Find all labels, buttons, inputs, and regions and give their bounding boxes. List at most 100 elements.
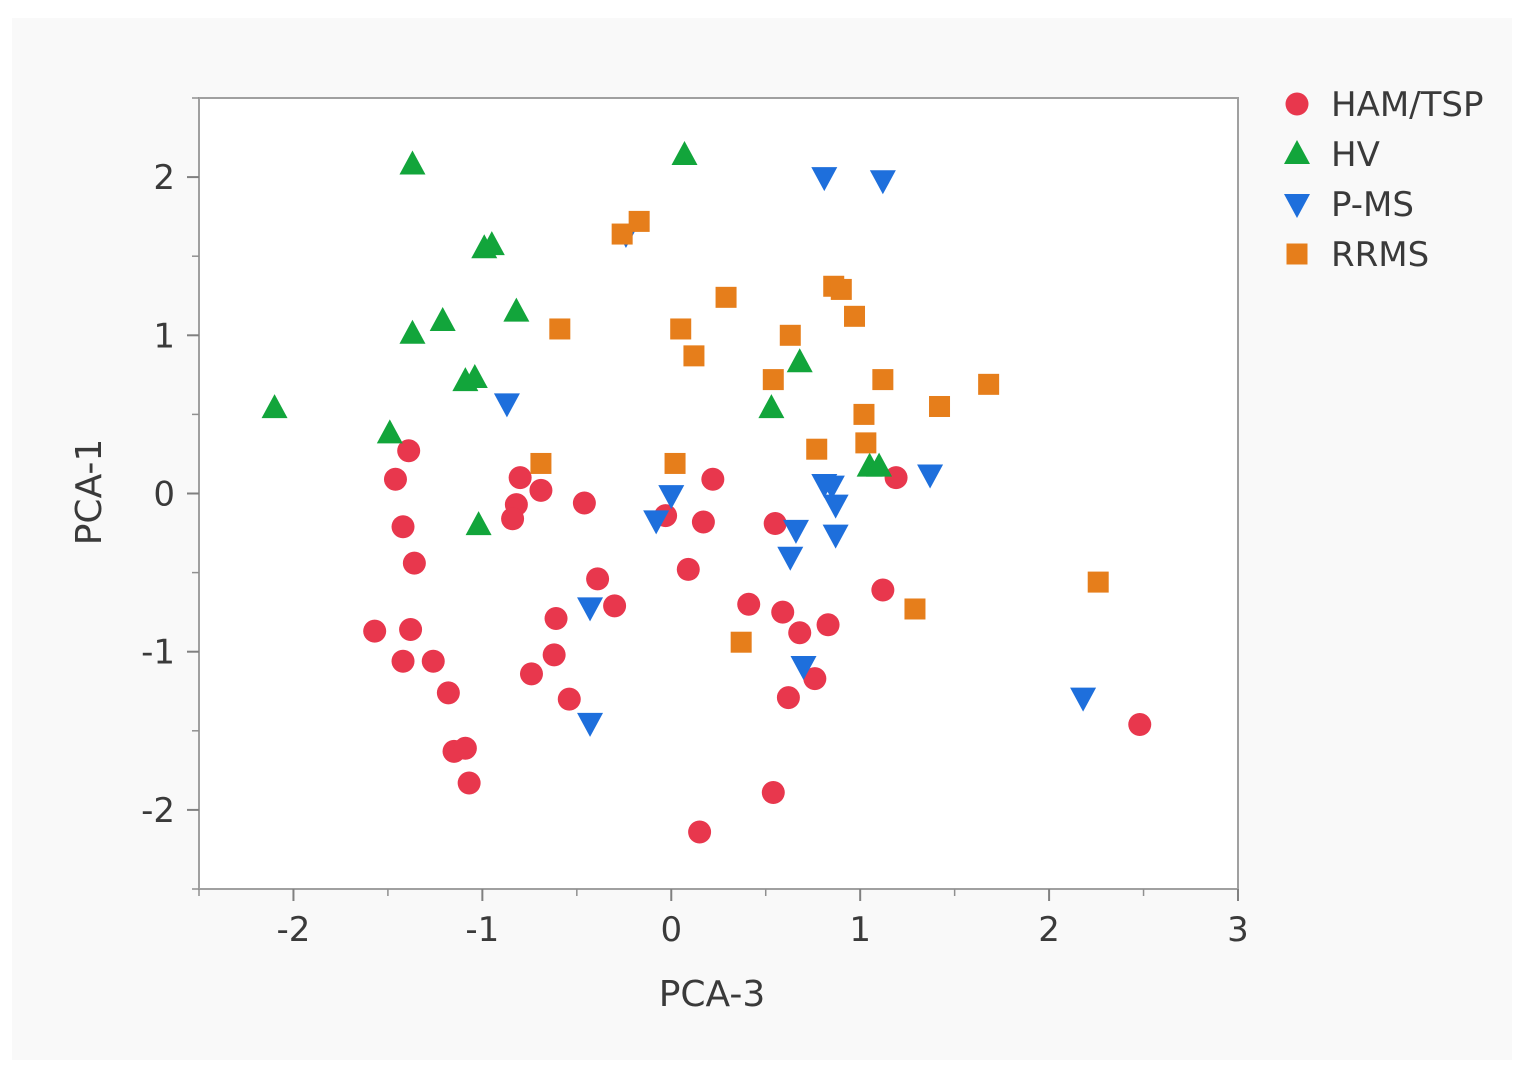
- point-rrms: [844, 305, 866, 327]
- point-ham-tsp: [557, 687, 581, 711]
- point-ham-tsp: [586, 567, 610, 591]
- point-ham-tsp: [508, 466, 532, 490]
- point-p-ms: [822, 524, 849, 549]
- point-ham-tsp: [688, 820, 712, 844]
- point-rrms: [664, 452, 686, 474]
- point-ham-tsp: [691, 510, 715, 534]
- series-rrms: [530, 210, 1109, 653]
- legend-label-p-ms: P-MS: [1331, 185, 1414, 225]
- point-rrms: [978, 373, 1000, 395]
- point-ham-tsp: [363, 619, 387, 643]
- y-tick-label: 1: [153, 316, 175, 356]
- point-p-ms: [493, 393, 520, 418]
- point-rrms: [929, 395, 951, 417]
- point-ham-tsp: [501, 507, 525, 531]
- plot-area: [198, 97, 1239, 890]
- point-ham-tsp: [383, 467, 407, 491]
- series-hv: [261, 140, 893, 536]
- x-tick-label: 2: [1038, 910, 1060, 950]
- y-tick-label: -2: [141, 791, 175, 831]
- point-p-ms: [782, 519, 809, 544]
- legend-label-hv: HV: [1331, 135, 1380, 175]
- y-tick-label: 2: [153, 158, 175, 198]
- point-rrms: [730, 631, 752, 653]
- x-tick-label: -1: [465, 910, 499, 950]
- legend-label-ham-tsp: HAM/TSP: [1331, 85, 1483, 125]
- point-p-ms: [790, 655, 817, 680]
- point-p-ms: [577, 597, 604, 622]
- point-ham-tsp: [803, 667, 827, 691]
- series-ham-tsp: [363, 439, 1152, 844]
- point-p-ms: [822, 494, 849, 519]
- point-ham-tsp: [421, 649, 445, 673]
- point-ham-tsp: [572, 491, 596, 515]
- point-rrms: [549, 318, 571, 340]
- point-ham-tsp: [453, 736, 477, 760]
- point-rrms: [715, 286, 737, 308]
- point-hv: [376, 419, 403, 444]
- point-ham-tsp: [391, 649, 415, 673]
- point-ham-tsp: [391, 515, 415, 539]
- data-points: [261, 140, 1152, 844]
- point-rrms: [530, 452, 552, 474]
- point-ham-tsp: [529, 478, 553, 502]
- legend-item-hv: HV: [1284, 135, 1380, 175]
- point-ham-tsp: [402, 551, 426, 575]
- point-hv: [478, 231, 505, 256]
- point-hv: [261, 394, 288, 419]
- point-ham-tsp: [399, 618, 423, 642]
- point-rrms: [1087, 571, 1109, 593]
- point-p-ms: [777, 546, 804, 571]
- point-hv: [671, 140, 698, 165]
- legend-marker-ham-tsp: [1285, 92, 1309, 116]
- point-rrms: [830, 278, 852, 300]
- point-hv: [758, 394, 785, 419]
- point-rrms: [904, 598, 926, 620]
- point-ham-tsp: [519, 662, 543, 686]
- y-tick-label: -1: [141, 633, 175, 673]
- point-p-ms: [1070, 687, 1097, 712]
- point-hv: [866, 452, 893, 477]
- plot-frame: [198, 97, 1239, 890]
- point-hv: [429, 307, 456, 332]
- point-rrms: [853, 403, 875, 425]
- point-rrms: [855, 432, 877, 454]
- point-p-ms: [811, 167, 838, 192]
- point-rrms: [683, 345, 705, 367]
- point-ham-tsp: [457, 771, 481, 795]
- point-hv: [465, 511, 492, 536]
- point-ham-tsp: [603, 594, 627, 618]
- point-ham-tsp: [788, 621, 812, 645]
- point-rrms: [806, 438, 828, 460]
- legend-marker-p-ms: [1284, 194, 1310, 218]
- point-rrms: [779, 324, 801, 346]
- legend-item-rrms: RRMS: [1286, 235, 1429, 275]
- point-hv: [461, 364, 488, 389]
- point-rrms: [628, 210, 650, 232]
- point-p-ms: [658, 485, 685, 510]
- legend-label-rrms: RRMS: [1331, 235, 1429, 275]
- point-ham-tsp: [397, 439, 421, 463]
- point-ham-tsp: [776, 686, 800, 710]
- x-tick-label: 3: [1227, 910, 1249, 950]
- legend-item-p-ms: P-MS: [1284, 185, 1414, 225]
- legend-marker-hv: [1284, 140, 1310, 164]
- point-rrms: [872, 369, 894, 391]
- point-hv: [399, 319, 426, 344]
- point-ham-tsp: [701, 467, 725, 491]
- point-ham-tsp: [676, 557, 700, 581]
- point-hv: [786, 348, 813, 373]
- axes: -2 -1 0 1 2 3 -2 -1 0 1 2: [141, 97, 1249, 950]
- point-hv: [503, 297, 530, 322]
- x-tick-label: 1: [849, 910, 871, 950]
- legend: HAM/TSP HV P-MS RRMS: [1284, 85, 1483, 275]
- point-ham-tsp: [436, 681, 460, 705]
- point-ham-tsp: [884, 466, 908, 490]
- point-p-ms: [917, 464, 944, 489]
- legend-item-ham-tsp: HAM/TSP: [1285, 85, 1483, 125]
- point-ham-tsp: [771, 600, 795, 624]
- point-hv: [399, 150, 426, 175]
- point-p-ms: [869, 170, 896, 195]
- x-tick-label: -2: [277, 910, 311, 950]
- legend-marker-rrms: [1286, 243, 1308, 265]
